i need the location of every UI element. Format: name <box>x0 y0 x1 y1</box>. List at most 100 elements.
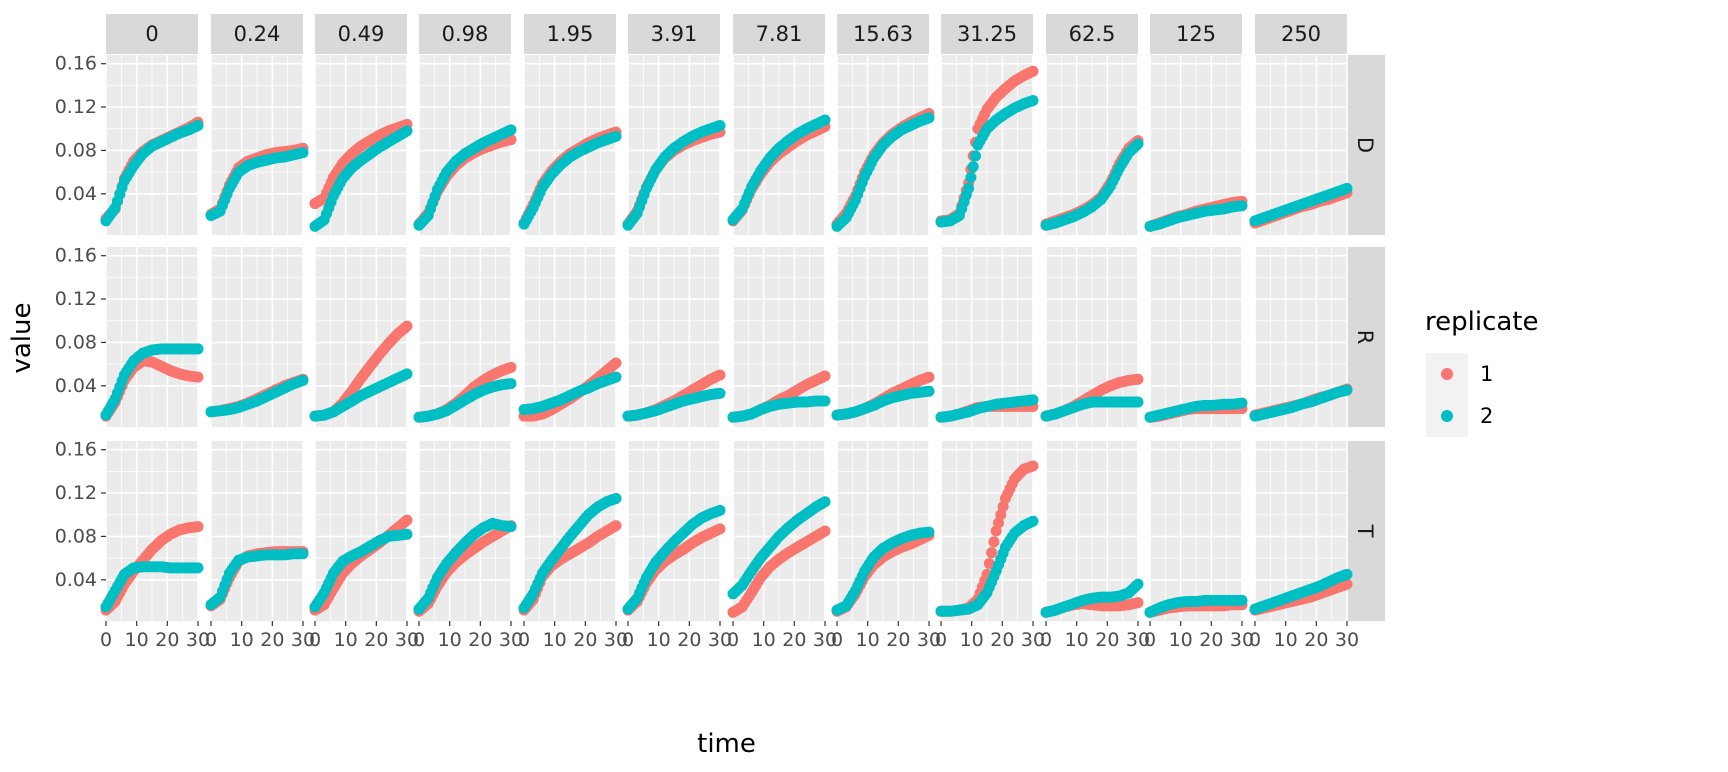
replicate-2-point <box>610 371 622 383</box>
x-tick-label: 0 <box>935 629 947 651</box>
replicate-2-point <box>923 385 935 397</box>
replicate-2-point <box>963 182 975 194</box>
replicate-2-point <box>401 528 413 540</box>
replicate-2-point <box>192 119 204 131</box>
facet-panel <box>935 247 1039 427</box>
facet-strip-label: 3.91 <box>651 22 698 46</box>
replicate-2-point <box>714 504 726 516</box>
facet-panel <box>727 247 831 427</box>
x-tick-label: 0 <box>622 629 634 651</box>
replicate-2-point <box>505 124 517 136</box>
facet-panel <box>518 247 622 427</box>
x-tick-label: 10 <box>1169 629 1193 651</box>
replicate-1-point <box>714 523 726 535</box>
y-tick-label: 0.16 <box>55 53 97 75</box>
facet-strip-row <box>1345 55 1385 235</box>
x-tick-label: 30 <box>1126 629 1150 651</box>
replicate-2-point <box>1236 200 1248 212</box>
replicate-1-point <box>983 558 995 570</box>
x-tick-label: 30 <box>499 629 523 651</box>
replicate-2-point <box>1132 396 1144 408</box>
facet-panel <box>831 55 935 235</box>
facet-strip-label: 15.63 <box>853 22 913 46</box>
x-tick-label: 30 <box>917 629 941 651</box>
replicate-2-point <box>1341 384 1353 396</box>
replicate-1-point <box>819 525 831 537</box>
facet-strip-row <box>1345 247 1385 427</box>
facet-panel <box>1249 441 1353 621</box>
y-tick-label: 0.16 <box>55 439 97 461</box>
x-tick-label: 20 <box>677 629 701 651</box>
replicate-1-point <box>988 536 1000 548</box>
x-tick-label: 0 <box>1040 629 1052 651</box>
facet-panel <box>413 247 517 427</box>
x-tick-label: 30 <box>395 629 419 651</box>
replicate-2-point <box>192 343 204 355</box>
facet-panel <box>309 247 413 427</box>
facet-panel <box>100 441 204 621</box>
facet-strip-label: 1.95 <box>547 22 594 46</box>
facet-strip-label: T <box>1353 524 1377 538</box>
replicate-2-point <box>297 548 309 560</box>
x-tick-label: 30 <box>186 629 210 651</box>
replicate-2-point <box>819 395 831 407</box>
x-tick-label: 20 <box>260 629 284 651</box>
replicate-1-point <box>1027 460 1039 472</box>
facet-panel <box>518 441 622 621</box>
facet-strip-column <box>315 14 407 54</box>
y-tick-label: 0.08 <box>55 525 97 547</box>
y-tick-label: 0.08 <box>55 331 97 353</box>
facet-strip-column <box>419 14 511 54</box>
replicate-2-point <box>714 119 726 131</box>
facet-panel <box>205 247 309 427</box>
x-tick-label: 20 <box>468 629 492 651</box>
x-tick-label: 30 <box>708 629 732 651</box>
x-tick-label: 10 <box>543 629 567 651</box>
replicate-2-point <box>297 147 309 159</box>
x-tick-label: 20 <box>1304 629 1328 651</box>
replicate-1-point <box>819 370 831 382</box>
facet-panel <box>831 441 935 621</box>
legend: replicate 1 2 <box>1425 307 1538 437</box>
replicate-2-point <box>401 125 413 137</box>
facet-strip-column <box>628 14 720 54</box>
replicate-1-point <box>1132 373 1144 385</box>
replicate-2-point <box>401 368 413 380</box>
facet-panel <box>1144 247 1248 427</box>
x-tick-label: 10 <box>647 629 671 651</box>
facet-strip-label: 0.24 <box>234 22 281 46</box>
facet-strip-label: D <box>1353 137 1377 153</box>
legend-title: replicate <box>1425 307 1538 337</box>
x-tick-label: 20 <box>1199 629 1223 651</box>
replicate-1-point <box>1132 597 1144 609</box>
y-tick-label: 0.12 <box>55 482 97 504</box>
replicate-2-point <box>923 526 935 538</box>
x-tick-label: 0 <box>205 629 217 651</box>
replicate-2-point <box>970 150 981 162</box>
x-tick-label: 10 <box>1274 629 1298 651</box>
y-tick-label: 0.12 <box>55 288 97 310</box>
replicate-2-point <box>1236 594 1248 606</box>
facet-strip-column <box>837 14 929 54</box>
facet-panel <box>309 441 413 621</box>
x-tick-label: 30 <box>291 629 315 651</box>
replicate-1-point <box>505 361 517 373</box>
x-tick-label: 20 <box>364 629 388 651</box>
y-axis-title: value <box>7 302 37 373</box>
x-tick-label: 0 <box>518 629 530 651</box>
x-tick-label: 0 <box>309 629 321 651</box>
replicate-1-point <box>192 371 204 383</box>
replicate-2-point <box>819 496 831 508</box>
y-tick-label: 0.04 <box>55 375 97 397</box>
facet-strip-column <box>1255 14 1347 54</box>
x-tick-label: 30 <box>1021 629 1045 651</box>
facet-panel <box>1040 441 1144 621</box>
x-tick-label: 10 <box>1065 629 1089 651</box>
facet-panel <box>1144 441 1248 621</box>
replicate-2-point <box>1341 182 1353 194</box>
replicate-2-point <box>610 492 622 504</box>
facet-strip-label: R <box>1353 330 1377 345</box>
replicate-2-point <box>297 374 309 386</box>
x-tick-label: 20 <box>886 629 910 651</box>
